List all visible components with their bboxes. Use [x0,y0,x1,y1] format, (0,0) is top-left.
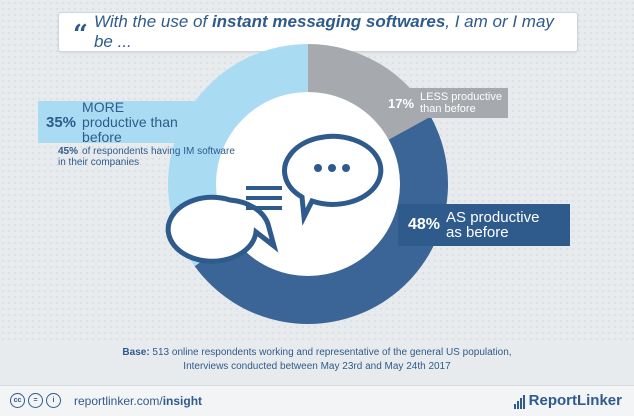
sub-note-percent: 45% [58,146,79,157]
footer-url-plain: reportlinker.com/ [74,394,163,408]
as-label: AS productive as before [446,209,540,241]
label-as-productive: 48% AS productive as before [398,204,570,246]
question-title: With the use of instant messaging softwa… [94,12,577,52]
base-label: Base: [122,347,150,358]
footer-link[interactable]: reportlinker.com/insight [74,394,202,408]
no-derivatives-icon[interactable]: = [28,393,43,408]
question-banner: “ With the use of instant messaging soft… [58,12,578,52]
title-suffix: , I am or I may be ... [93,12,554,51]
chat-bubbles-icon [165,133,384,264]
sub-note-text: of respondents having IM software in the… [58,146,235,168]
base-line-1: 513 online respondents working and repre… [149,347,512,358]
sub-note: 45% of respondents having IM software in … [58,146,238,168]
base-note: Base: 513 online respondents working and… [0,346,634,374]
as-percent: 48% [408,216,441,233]
label-more-productive: 35% MORE productive than before [38,98,218,145]
footer-url-bold: insight [162,394,203,408]
label-less-productive: 17% LESS productive than before [376,88,508,118]
license-icons: cc = i [10,393,64,408]
brand-name: ReportLinker [528,392,622,409]
brand-logo: ReportLinker [513,392,622,409]
creative-commons-icon[interactable]: cc [10,393,25,408]
more-label: MORE productive than before [82,98,178,145]
title-emphasis: instant messaging softwares [211,12,446,31]
base-line-2: Interviews conducted between May 23rd an… [183,361,451,372]
footer: cc = i reportlinker.com/insight ReportLi… [0,385,634,416]
less-percent: 17% [388,95,415,111]
donut-chart [165,44,448,325]
title-prefix: With the use of [93,12,212,31]
less-label: LESS productive than before [420,91,502,115]
attribution-icon[interactable]: i [46,393,61,408]
logo-bars-icon [513,395,526,409]
more-percent: 35% [46,113,77,131]
quote-icon: “ [73,20,88,50]
